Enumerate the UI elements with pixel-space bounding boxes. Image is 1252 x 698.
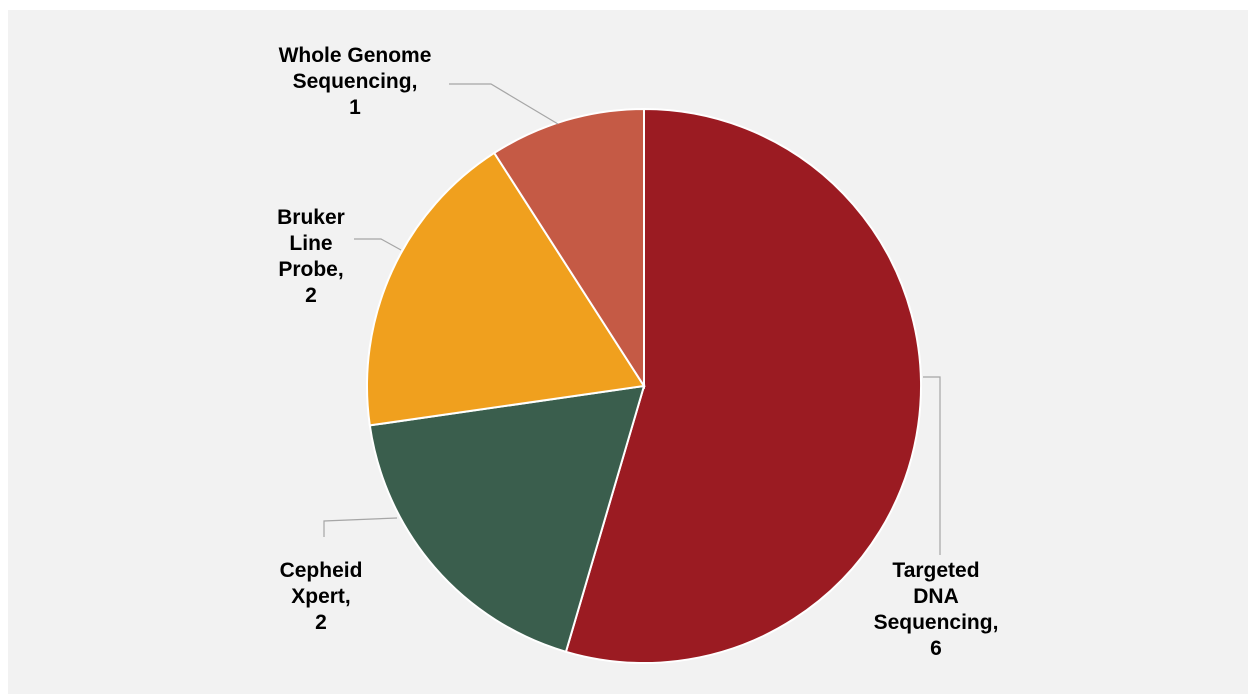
- data-label-line: Xpert,: [291, 585, 351, 608]
- data-label-3: Bruker Line Probe, 2: [277, 206, 345, 307]
- chart-panel: Targeted DNA Sequencing, 6 Cepheid Xpert, 2 Bru…: [8, 10, 1248, 694]
- data-label-line: Sequencing,: [293, 70, 418, 93]
- data-label-line: Line: [289, 232, 332, 255]
- data-label-line: Bruker: [277, 206, 345, 229]
- pie-slice-4: [492, 107, 645, 390]
- data-label-2: Cepheid Xpert, 2: [280, 559, 363, 634]
- data-label-line: 1: [349, 96, 361, 119]
- leader-line-2: [323, 517, 398, 537]
- data-label-line: 2: [305, 284, 317, 307]
- data-label-line: 6: [930, 637, 942, 660]
- data-label-line: Probe,: [278, 258, 343, 281]
- data-label-line: Whole Genome: [279, 44, 432, 67]
- pie-slice-1: [564, 107, 922, 664]
- data-label-4: Whole Genome Sequencing, 1: [279, 44, 432, 119]
- leader-line-1: [923, 376, 941, 555]
- data-label-1: Targeted DNA Sequencing, 6: [874, 559, 999, 660]
- pie-slice-3: [366, 151, 646, 427]
- leader-line-3: [354, 238, 402, 251]
- data-label-line: 2: [315, 611, 327, 634]
- data-label-line: Targeted: [892, 559, 979, 582]
- leader-line-4: [449, 83, 559, 125]
- data-label-line: Sequencing,: [874, 611, 999, 634]
- data-label-line: DNA: [913, 585, 959, 608]
- data-label-line: Cepheid: [280, 559, 363, 582]
- pie-slice-2: [368, 384, 646, 654]
